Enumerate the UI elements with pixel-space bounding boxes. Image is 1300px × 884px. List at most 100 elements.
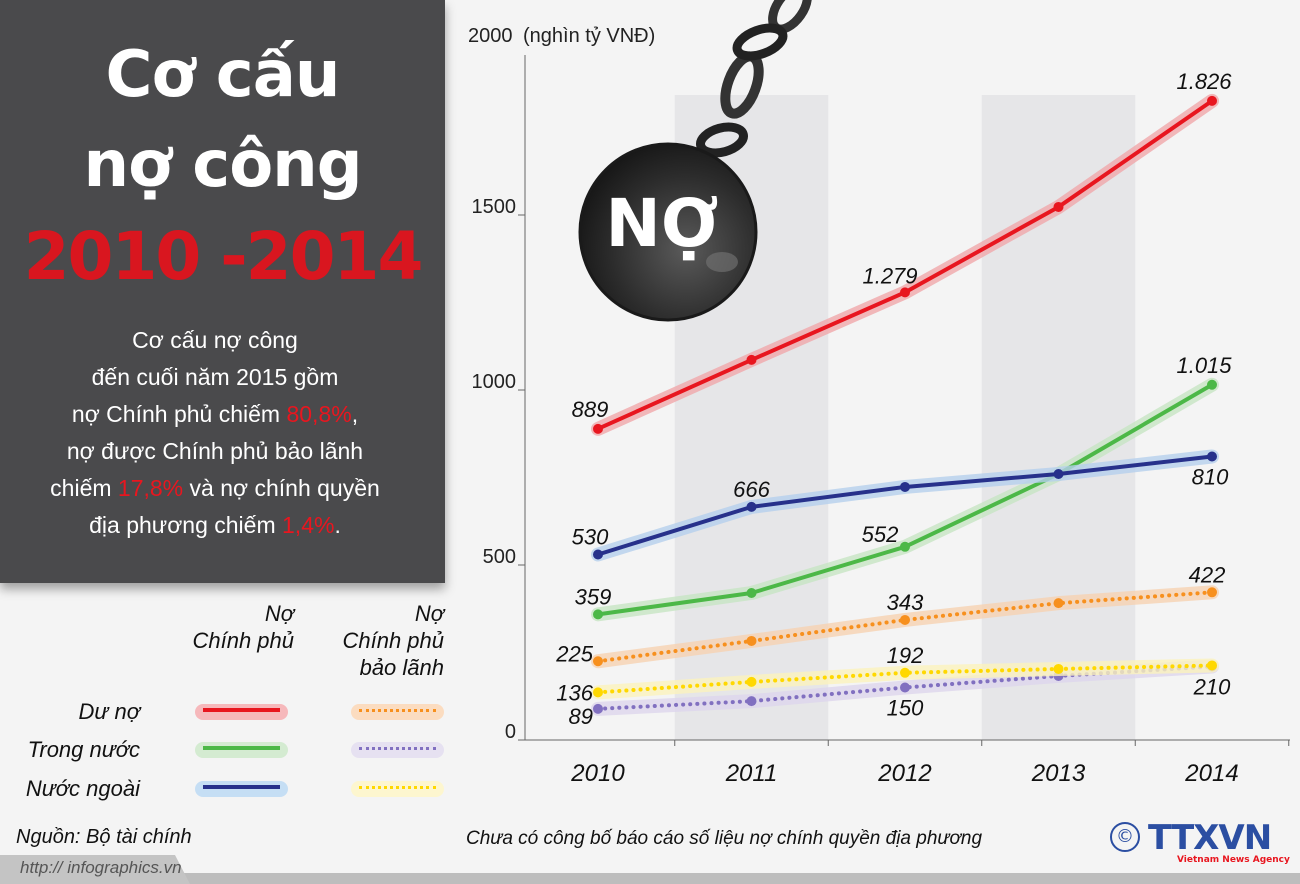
data-label: 530	[572, 525, 609, 550]
title-line-1: Cơ cấu	[105, 38, 341, 112]
data-label: 210	[1193, 675, 1231, 700]
series-line	[596, 664, 1214, 711]
desc-line: nợ được Chính phủ bảo lãnh	[66, 438, 364, 464]
data-point	[900, 667, 910, 678]
data-point	[1207, 661, 1217, 672]
url-box	[0, 855, 190, 884]
legend-swatch-guar-domestic	[351, 742, 444, 758]
data-point	[900, 614, 910, 625]
data-point	[593, 609, 603, 620]
y-tick-label: 1500	[472, 196, 517, 218]
year-band	[981, 95, 1136, 740]
legend-header: Nợ	[264, 601, 294, 626]
data-label: 552	[862, 522, 899, 547]
legend-header: bảo lãnh	[359, 655, 444, 680]
legend-col-guaranteed: Nợ Chính phủ bảo lãnh	[320, 600, 444, 681]
chart-note: Chưa có công bố báo cáo số liệu nợ chính…	[466, 828, 983, 849]
desc-line: nợ Chính phủ chiếm 80,8%,	[0, 396, 430, 433]
data-point	[593, 703, 603, 714]
y-tick-label: 1000	[472, 371, 517, 393]
series-line	[597, 99, 1214, 431]
data-point	[746, 676, 757, 687]
data-point	[593, 656, 603, 667]
legend-header: Chính phủ	[342, 628, 444, 653]
data-label: 422	[1189, 562, 1226, 587]
desc-text: chiếm	[50, 475, 118, 501]
data-point	[900, 541, 910, 552]
x-tick-label: 2011	[725, 760, 778, 787]
series-halo	[591, 658, 1219, 700]
data-point	[593, 687, 603, 698]
data-label: 1.279	[862, 263, 917, 288]
data-point	[593, 423, 603, 434]
data-point	[1053, 670, 1064, 681]
footer-bar	[0, 873, 1300, 884]
data-point	[1207, 660, 1217, 671]
data-point	[1207, 587, 1217, 598]
legend-swatch-gov-foreign	[195, 781, 288, 797]
y-tick-label: 2000	[468, 25, 513, 47]
legend-swatch-guar-total	[351, 704, 444, 720]
title-years: 2010 -2014	[23, 218, 424, 295]
series-line	[597, 454, 1213, 557]
x-tick-label: 2010	[570, 760, 625, 787]
legend-header: Nợ	[414, 601, 444, 626]
legend-swatch-gov-domestic	[195, 742, 288, 758]
data-point	[746, 354, 757, 365]
legend-row-total: Dư nợ	[78, 699, 140, 724]
series-line	[596, 663, 1214, 695]
legend-row-foreign: Nước ngoài	[25, 776, 140, 801]
data-label: 150	[887, 696, 924, 721]
series-halo	[591, 659, 1219, 716]
year-band	[674, 95, 829, 740]
y-tick-label: 500	[483, 546, 516, 568]
series-halo	[591, 585, 1219, 669]
desc-text: .	[334, 512, 341, 538]
chain-icon	[696, 0, 812, 158]
logo-tagline: Vietnam News Agency	[1177, 855, 1290, 865]
data-label: 225	[555, 641, 593, 666]
legend-header: Chính phủ	[192, 628, 294, 653]
title-line-2: nợ công	[83, 128, 362, 202]
series-line	[597, 383, 1214, 617]
copyright-icon: ©	[1110, 822, 1140, 852]
desc-line: địa phương chiếm 1,4%.	[0, 507, 430, 544]
data-point	[746, 501, 757, 512]
data-point	[1053, 469, 1064, 479]
data-point	[900, 287, 910, 298]
desc-line: đến cuối năm 2015 gồm	[91, 364, 339, 390]
data-point	[1053, 469, 1064, 479]
source: Nguồn: Bộ tài chính	[16, 826, 192, 848]
data-label: 136	[556, 680, 593, 705]
data-point	[1053, 598, 1064, 609]
series-halo	[591, 377, 1219, 622]
desc-text: nợ Chính phủ chiếm	[71, 401, 287, 427]
series-line	[596, 590, 1214, 664]
data-point	[1053, 663, 1064, 674]
y-axis-label: (nghìn tỷ VNĐ)	[523, 25, 655, 47]
ball-label: NỢ	[606, 185, 719, 262]
series-halo	[591, 93, 1219, 436]
data-point	[1053, 201, 1064, 212]
data-point	[1207, 95, 1217, 106]
y-tick-label: 0	[505, 721, 516, 743]
data-point	[1207, 451, 1217, 462]
data-point	[900, 481, 910, 492]
data-label: 666	[733, 477, 770, 502]
data-point	[900, 682, 910, 693]
legend-swatch-guar-foreign	[351, 781, 444, 797]
x-tick-label: 2012	[877, 760, 931, 787]
data-point	[1207, 379, 1217, 390]
data-label: 359	[575, 584, 612, 609]
data-label: 89	[569, 704, 593, 729]
data-label: 810	[1192, 465, 1229, 490]
desc-highlight: 17,8%	[117, 475, 184, 501]
desc-text: địa phương chiếm	[89, 512, 283, 538]
data-point	[593, 549, 603, 560]
legend-row-domestic: Trong nước	[27, 737, 140, 762]
website-link[interactable]: http:// infographics.vn	[20, 858, 182, 877]
data-point	[746, 588, 757, 598]
desc-highlight: 80,8%	[286, 401, 352, 427]
x-tick-label: 2014	[1184, 760, 1238, 787]
logo-brand: TTXVN	[1148, 818, 1272, 858]
